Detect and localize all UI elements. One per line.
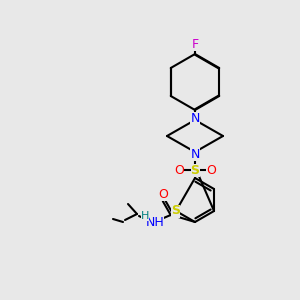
Text: H: H [141, 211, 149, 221]
Text: F: F [191, 38, 199, 50]
Text: O: O [174, 164, 184, 176]
Text: N: N [190, 112, 200, 124]
Text: NH: NH [146, 215, 164, 229]
Text: S: S [171, 205, 180, 218]
Text: O: O [206, 164, 216, 176]
Text: N: N [190, 148, 200, 160]
Text: S: S [190, 164, 200, 176]
Text: O: O [158, 188, 168, 200]
